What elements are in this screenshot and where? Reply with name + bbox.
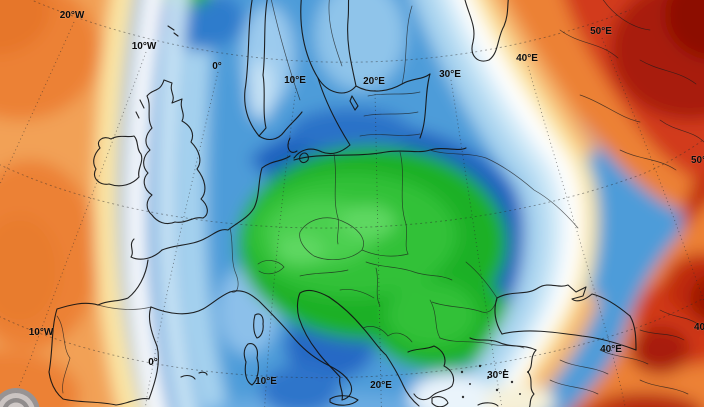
grid-label-top-30e: 30°E xyxy=(439,69,461,80)
grid-label-bottom-20e: 20°E xyxy=(370,380,392,391)
graticule-labels: 20°W 10°W 0° 10°E 20°E 30°E 40°E 50°E 10… xyxy=(28,10,704,392)
grid-label-edge-50e: 50°E xyxy=(691,155,704,166)
grid-label-top-10e: 10°E xyxy=(284,75,306,86)
grid-label-top-40e: 40°E xyxy=(516,53,538,64)
spiral-logo xyxy=(0,388,40,407)
grid-label-edge-40e: 40°E xyxy=(694,322,704,333)
grid-label-bottom-0: 0° xyxy=(148,357,158,368)
grid-label-bottom-40e: 40°E xyxy=(600,344,622,355)
grid-label-top-0: 0° xyxy=(212,61,222,72)
grid-label-top-20w: 20°W xyxy=(60,10,85,21)
grid-label-top-20e: 20°E xyxy=(363,76,385,87)
coastlines xyxy=(48,0,637,407)
grid-label-bottom-10w: 10°W xyxy=(29,327,54,338)
grid-label-top-50e: 50°E xyxy=(590,26,612,37)
grid-label-bottom-30e: 30°E xyxy=(487,370,509,381)
country-borders xyxy=(56,0,704,395)
grid-label-top-10w: 10°W xyxy=(132,41,157,52)
grid-label-bottom-10e: 10°E xyxy=(255,376,277,387)
